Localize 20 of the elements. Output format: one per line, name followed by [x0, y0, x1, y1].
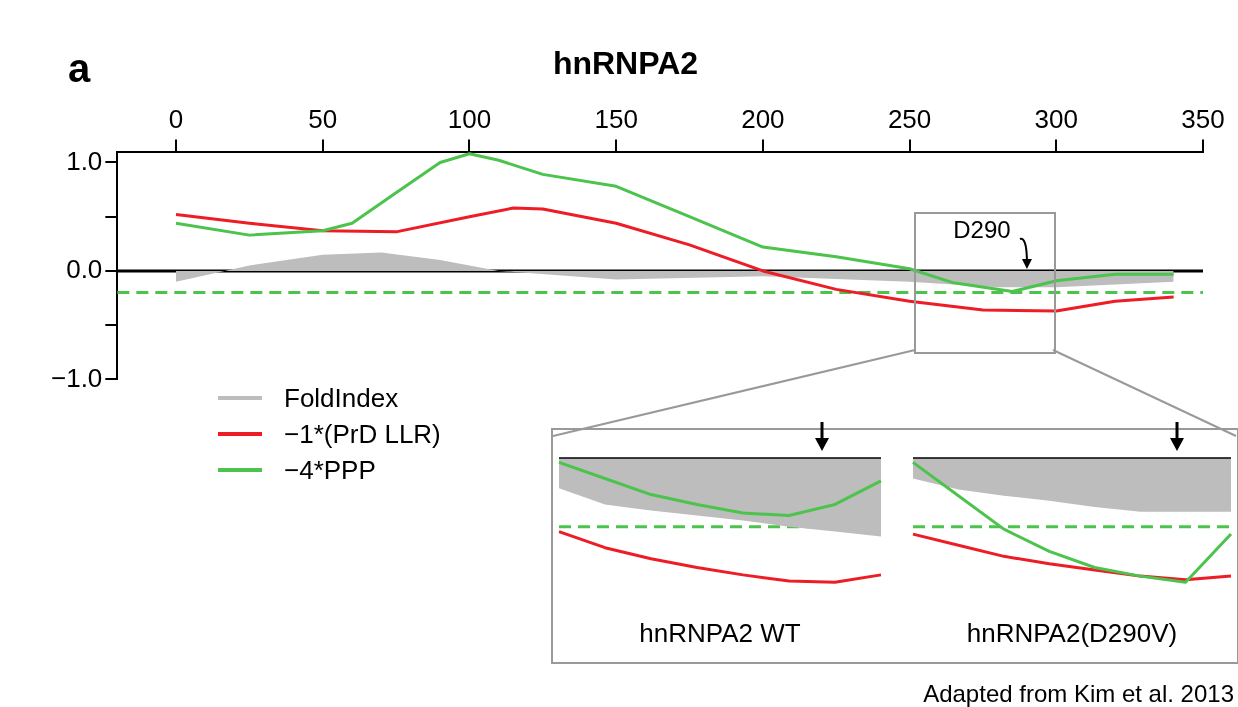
x-tick-label: 200	[741, 104, 785, 135]
x-tick-label: 350	[1181, 104, 1225, 135]
x-tick-label: 250	[887, 104, 932, 135]
legend-label: FoldIndex	[284, 382, 399, 415]
text: Adapted from Kim et al. 2013	[923, 680, 1234, 707]
chart-title: hnRNPA2	[552, 45, 699, 82]
legend-label: −1*(PrD LLR)	[284, 418, 441, 451]
x-tick-label: 300	[1034, 104, 1078, 135]
text: hnRNPA2 WT	[638, 618, 802, 649]
x-tick-label: 150	[594, 104, 638, 135]
text: hnRNPA2(D290V)	[965, 618, 1179, 649]
text: a	[68, 46, 91, 91]
y-tick-label: −1.0	[51, 362, 103, 393]
annotation: D290	[953, 215, 1011, 243]
y-tick-label: 0.0	[66, 254, 103, 285]
x-tick-label: 50	[308, 104, 338, 135]
legend-label: −4*PPP	[284, 454, 376, 487]
y-tick-label: 1.0	[66, 145, 103, 176]
x-tick-label: 100	[447, 104, 492, 135]
x-tick-label: 0	[168, 104, 184, 135]
